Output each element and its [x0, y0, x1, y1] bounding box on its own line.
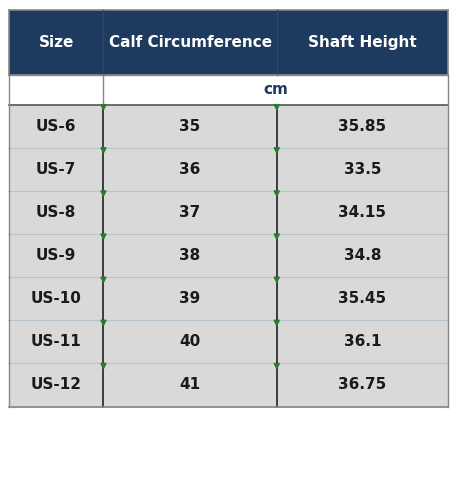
Bar: [103, 75, 448, 105]
Polygon shape: [101, 105, 106, 109]
Text: 37: 37: [180, 205, 201, 220]
Bar: [277, 277, 448, 321]
Text: 36.1: 36.1: [344, 335, 381, 349]
Polygon shape: [274, 363, 279, 368]
Text: 35: 35: [180, 119, 201, 134]
Bar: [277, 321, 448, 363]
Polygon shape: [101, 234, 106, 239]
Bar: [103, 191, 277, 234]
Text: 40: 40: [180, 335, 201, 349]
Polygon shape: [101, 191, 106, 196]
Bar: [9, 234, 103, 277]
Bar: [103, 105, 277, 148]
Polygon shape: [274, 105, 279, 109]
Bar: [103, 10, 277, 75]
Text: US-12: US-12: [31, 377, 82, 392]
Text: 35.45: 35.45: [338, 291, 386, 306]
Text: 34.8: 34.8: [344, 248, 381, 263]
Bar: [9, 105, 103, 148]
Bar: [103, 234, 277, 277]
Text: Size: Size: [38, 35, 74, 50]
Polygon shape: [101, 363, 106, 368]
Bar: [9, 363, 103, 407]
Bar: [9, 75, 103, 105]
Text: 36: 36: [180, 162, 201, 177]
Text: Calf Circumference: Calf Circumference: [109, 35, 271, 50]
Text: 38: 38: [180, 248, 201, 263]
Bar: [277, 234, 448, 277]
Bar: [9, 321, 103, 363]
Bar: [103, 321, 277, 363]
Bar: [9, 148, 103, 191]
Bar: [9, 10, 103, 75]
Text: 36.75: 36.75: [338, 377, 387, 392]
Polygon shape: [101, 148, 106, 153]
Bar: [277, 363, 448, 407]
Text: 41: 41: [180, 377, 201, 392]
Text: 35.85: 35.85: [338, 119, 386, 134]
Bar: [103, 148, 277, 191]
Text: 33.5: 33.5: [344, 162, 381, 177]
Polygon shape: [274, 321, 279, 325]
Polygon shape: [101, 277, 106, 282]
Bar: [103, 363, 277, 407]
Polygon shape: [274, 191, 279, 196]
Text: US-9: US-9: [36, 248, 76, 263]
Text: 39: 39: [180, 291, 201, 306]
Bar: [9, 191, 103, 234]
Bar: [277, 10, 448, 75]
Bar: [9, 277, 103, 321]
Text: US-6: US-6: [36, 119, 77, 134]
Bar: [103, 277, 277, 321]
Bar: [277, 191, 448, 234]
Text: Shaft Height: Shaft Height: [308, 35, 417, 50]
Bar: [277, 105, 448, 148]
Polygon shape: [101, 321, 106, 325]
Text: US-11: US-11: [31, 335, 82, 349]
Polygon shape: [274, 234, 279, 239]
Polygon shape: [274, 148, 279, 153]
Text: US-7: US-7: [36, 162, 76, 177]
Text: 34.15: 34.15: [338, 205, 386, 220]
Polygon shape: [274, 277, 279, 282]
Text: US-8: US-8: [36, 205, 76, 220]
Text: US-10: US-10: [31, 291, 82, 306]
Text: cm: cm: [263, 82, 288, 97]
Bar: [277, 148, 448, 191]
